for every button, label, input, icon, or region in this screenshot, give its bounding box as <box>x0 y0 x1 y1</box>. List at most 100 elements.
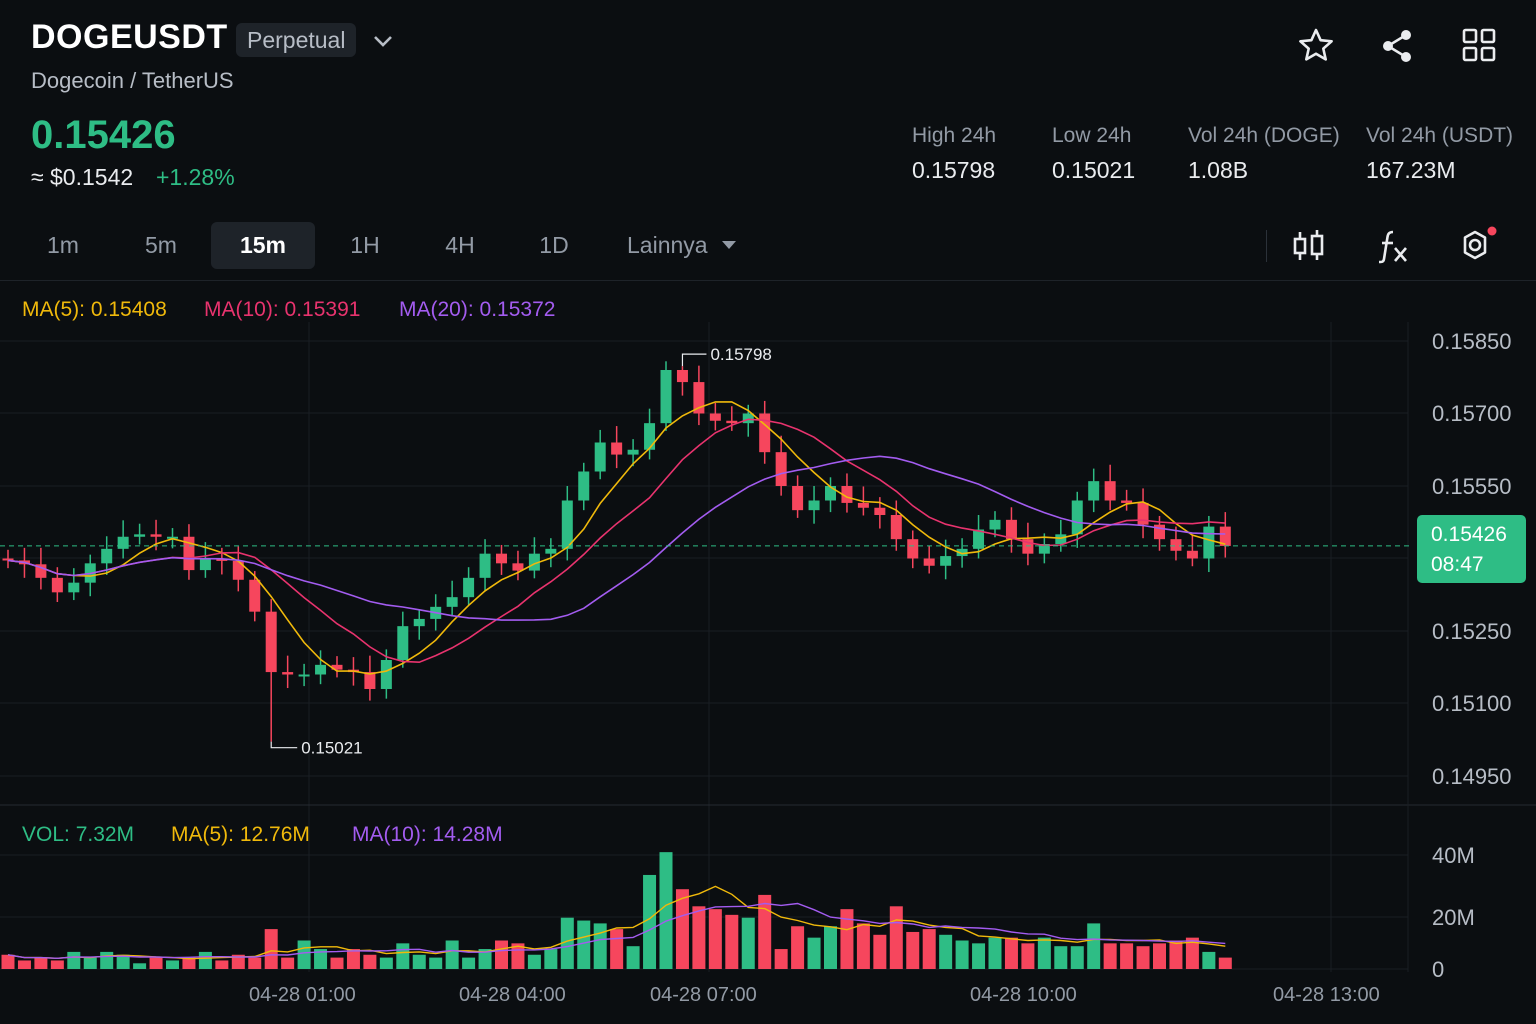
volume-bar <box>34 957 48 969</box>
candle-body <box>611 442 623 455</box>
usd-price: ≈ $0.1542 <box>31 164 134 190</box>
volume-bar <box>314 949 328 969</box>
ma10-legend: MA(10): 0.15391 <box>204 298 361 321</box>
candle-body <box>989 519 1001 530</box>
candle-body <box>1170 539 1182 551</box>
volume-bar <box>659 852 673 969</box>
candle-body <box>35 564 47 578</box>
indicator-fx-icon[interactable] <box>1373 226 1413 271</box>
tab-more[interactable]: Lainnya <box>627 232 708 258</box>
volume-bar <box>1 954 15 969</box>
candle-body <box>282 672 294 675</box>
ma20-legend: MA(20): 0.15372 <box>399 298 556 321</box>
volume-bar <box>379 957 393 969</box>
volume-bar <box>527 954 541 969</box>
current-price-tag: 0.15426 08:47 <box>1417 515 1526 583</box>
candle-body <box>973 529 985 549</box>
ma20-line <box>7 455 1226 621</box>
candle-body <box>907 539 919 559</box>
volume-bar <box>1087 923 1101 969</box>
contract-type-badge[interactable]: Perpetual <box>236 23 357 57</box>
tab-4h[interactable]: 4H <box>445 232 475 258</box>
price-axis-label: 0.15700 <box>1432 401 1512 426</box>
volume-bar <box>675 889 689 969</box>
candle-body <box>644 423 656 450</box>
stat-value-low: 0.15021 <box>1052 157 1136 183</box>
time-axis-label: 04-28 13:00 <box>1273 984 1380 1006</box>
volume-bar <box>1153 943 1166 969</box>
candle-body <box>249 579 261 612</box>
volume-bar <box>297 940 311 969</box>
volume-bar <box>972 943 986 969</box>
tab-15m[interactable]: 15m <box>211 222 315 269</box>
tab-1m[interactable]: 1m <box>47 232 79 258</box>
candle-body <box>956 548 968 557</box>
price-axis: 0.15850 0.15700 0.15550 0.15250 0.15100 0.149… <box>1432 329 1512 982</box>
current-price-tag-countdown: 08:47 <box>1431 553 1484 576</box>
volume-bar <box>725 914 739 969</box>
tab-1h[interactable]: 1H <box>350 232 380 258</box>
candle-body <box>183 536 195 571</box>
candle-body <box>726 420 738 424</box>
candle-body <box>528 553 540 571</box>
tab-1d[interactable]: 1D <box>539 232 569 258</box>
candle-body <box>150 534 162 537</box>
candle-body <box>890 515 902 540</box>
candle-body <box>364 672 376 689</box>
volume-bar <box>1070 946 1084 969</box>
volume-bar <box>166 960 179 969</box>
volume-bar <box>248 957 262 969</box>
candle-body <box>841 486 853 503</box>
current-price-tag-price: 0.15426 <box>1431 523 1507 546</box>
chart-type-icon[interactable] <box>1290 226 1328 271</box>
volume-bar <box>824 926 837 969</box>
candle-body <box>923 558 935 566</box>
volume-bar <box>346 949 360 969</box>
volume-bar <box>708 909 722 969</box>
caret-down-icon[interactable] <box>720 238 738 257</box>
star-icon[interactable] <box>1296 26 1336 71</box>
candle-body <box>857 502 869 508</box>
price-axis-label: 0.15850 <box>1432 329 1512 354</box>
symbol-title: DOGEUSDT <box>31 18 228 56</box>
candle-body <box>594 442 606 472</box>
volume-ma-lines <box>7 885 1226 960</box>
volume-bar <box>116 954 130 969</box>
volume-bar <box>1185 937 1199 969</box>
volume-bar <box>610 929 624 969</box>
high-marker-line <box>681 353 707 367</box>
candle-body <box>68 582 80 593</box>
candle-body <box>693 382 705 414</box>
settings-icon[interactable] <box>1456 226 1500 271</box>
high-marker-label: 0.15798 <box>710 345 771 364</box>
ma5-legend: MA(5): 0.15408 <box>22 298 167 321</box>
candle-body <box>2 558 14 561</box>
price-chart[interactable]: 0.15798 0.15021 0.15850 0.15700 0.15550 0.15… <box>0 320 1536 1020</box>
chevron-down-icon[interactable] <box>370 28 396 59</box>
candle-body <box>134 534 146 537</box>
volume-bar <box>17 960 31 969</box>
extreme-markers: 0.15798 0.15021 <box>270 345 772 758</box>
candle-body <box>825 486 836 501</box>
low-marker-label: 0.15021 <box>301 739 362 758</box>
stat-label-high: High 24h <box>912 124 997 147</box>
volume-bar <box>363 954 377 969</box>
volume-bar <box>873 934 887 969</box>
volume-bar <box>215 960 229 969</box>
candle-body <box>1088 481 1100 501</box>
grid-icon[interactable] <box>1460 26 1500 71</box>
volume-bar <box>758 894 772 969</box>
candle-body <box>446 597 458 607</box>
volume-bar <box>198 951 212 969</box>
volume-bar <box>955 940 969 969</box>
volume-bar <box>429 957 443 969</box>
candle-body <box>1104 481 1116 501</box>
candle-body <box>463 577 475 598</box>
price-axis-label: 0.15550 <box>1432 474 1512 499</box>
candle-body <box>660 370 672 424</box>
share-icon[interactable] <box>1377 26 1417 71</box>
volume-bar <box>1004 937 1018 969</box>
tab-5m[interactable]: 5m <box>145 232 177 258</box>
candle-body <box>397 626 409 660</box>
price-axis-label: 0.15100 <box>1432 691 1512 716</box>
